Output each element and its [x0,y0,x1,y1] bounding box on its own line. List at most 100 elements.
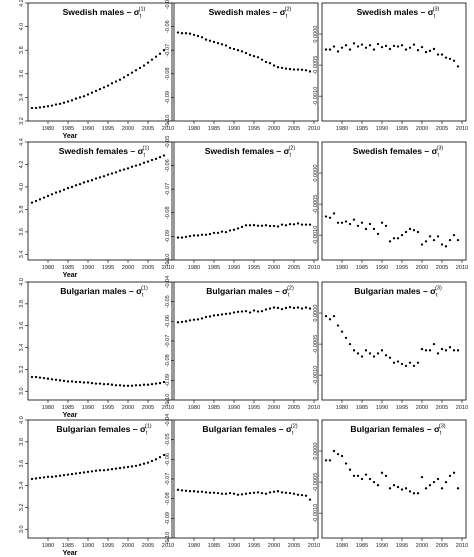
data-point [376,484,380,487]
data-point [30,201,34,204]
data-point [356,224,360,227]
data-point [228,229,232,232]
x-axis-label: Year [63,550,78,557]
chart-title-subscript: t [143,153,145,159]
data-point [224,231,228,234]
data-point [66,186,70,190]
chart-title-subscript: t [289,153,291,159]
data-point [236,493,240,496]
data-point [344,220,348,223]
data-point [296,68,300,71]
data-point [412,229,416,232]
x-tick-label: 1980 [42,265,54,271]
y-tick-label: -0.0010 [313,366,319,385]
plot-frame [173,419,319,539]
x-tick-label: 1995 [248,405,260,411]
data-point [348,468,352,471]
data-point [200,233,204,236]
data-point [356,474,360,478]
data-point [102,175,106,178]
x-tick-label: 2010 [308,405,320,411]
data-point [180,320,184,324]
data-point [420,475,424,479]
data-point [456,487,460,490]
y-tick-label: 3.6 [19,322,25,330]
data-point [368,222,372,226]
data-point [424,50,428,54]
data-point [376,42,380,46]
chart-panel-8: Bulgarian males – σt(2) 1980 1985 1990 1995 2… [165,276,320,411]
data-point [228,46,232,49]
x-tick-label: 2005 [288,543,300,549]
data-point [248,53,252,57]
chart-title-subscript: t [292,431,294,437]
data-point [118,78,122,81]
x-tick-label: 1990 [82,265,94,271]
chart-panel-1: Swedish males – σt(1) 1980 1985 1990 1995 200… [19,0,174,140]
y-tick-label: 0.0000 [313,442,319,459]
data-point [126,167,130,170]
x-axis-label: Year [63,412,78,419]
plot-frame [27,281,173,401]
data-point [372,355,376,358]
data-point [54,191,58,194]
data-point [368,352,372,355]
x-tick-label: 1990 [82,126,94,132]
data-point [284,306,288,310]
y-tick-label: -0.07 [165,183,171,196]
data-point [340,330,344,333]
data-point [114,171,118,174]
data-point [118,169,122,172]
data-point [400,44,404,47]
data-point [150,459,154,463]
x-tick-label: 2010 [308,126,320,132]
data-point [252,54,256,58]
y-tick-label: -0.07 [165,473,171,486]
data-point [50,475,54,478]
chart-title-text: Swedish males – σ [357,7,434,17]
plot-frame [173,141,319,261]
data-point [288,306,292,309]
chart-title-superscript: (3) [433,7,440,13]
chart-title-subscript: t [434,14,436,20]
data-point [288,492,292,495]
chart-title-superscript: (2) [291,424,298,430]
data-point [388,487,392,490]
data-point [280,66,284,70]
x-tick-label: 1990 [228,126,240,132]
data-point [86,180,90,183]
data-point [220,43,224,46]
data-point [372,480,376,484]
x-tick-label: 1995 [102,265,114,271]
y-tick-label: -0.0010 [313,226,319,245]
y-tick-label: 3.2 [19,117,25,125]
y-tick-label: 0.0000 [313,164,319,181]
chart-panel-3: Swedish males – σt(3) 1980 1985 1990 1995 200… [313,2,468,132]
data-point [70,99,74,102]
data-point [90,179,94,182]
x-tick-label: 2000 [122,265,134,271]
data-point [180,489,184,492]
y-tick-label: 3.6 [19,228,25,236]
data-point [348,342,352,346]
data-point [38,106,42,109]
y-tick-label: 3.0 [19,525,25,533]
data-point [106,468,110,471]
x-tick-label: 1995 [102,126,114,132]
data-point [296,306,300,309]
data-point [448,238,452,242]
data-point [244,224,248,227]
x-tick-label: 1980 [336,405,348,411]
data-point [176,488,180,491]
x-tick-label: 2010 [162,405,174,411]
data-point [188,319,192,322]
plot-frame [27,419,173,539]
data-point [364,349,368,352]
data-point [192,318,196,321]
x-tick-label: 2005 [288,126,300,132]
data-point [200,490,204,493]
data-point [352,349,356,352]
chart-title-text: Bulgarian males – σ [354,286,436,296]
data-point [412,364,416,367]
data-point [260,58,264,61]
